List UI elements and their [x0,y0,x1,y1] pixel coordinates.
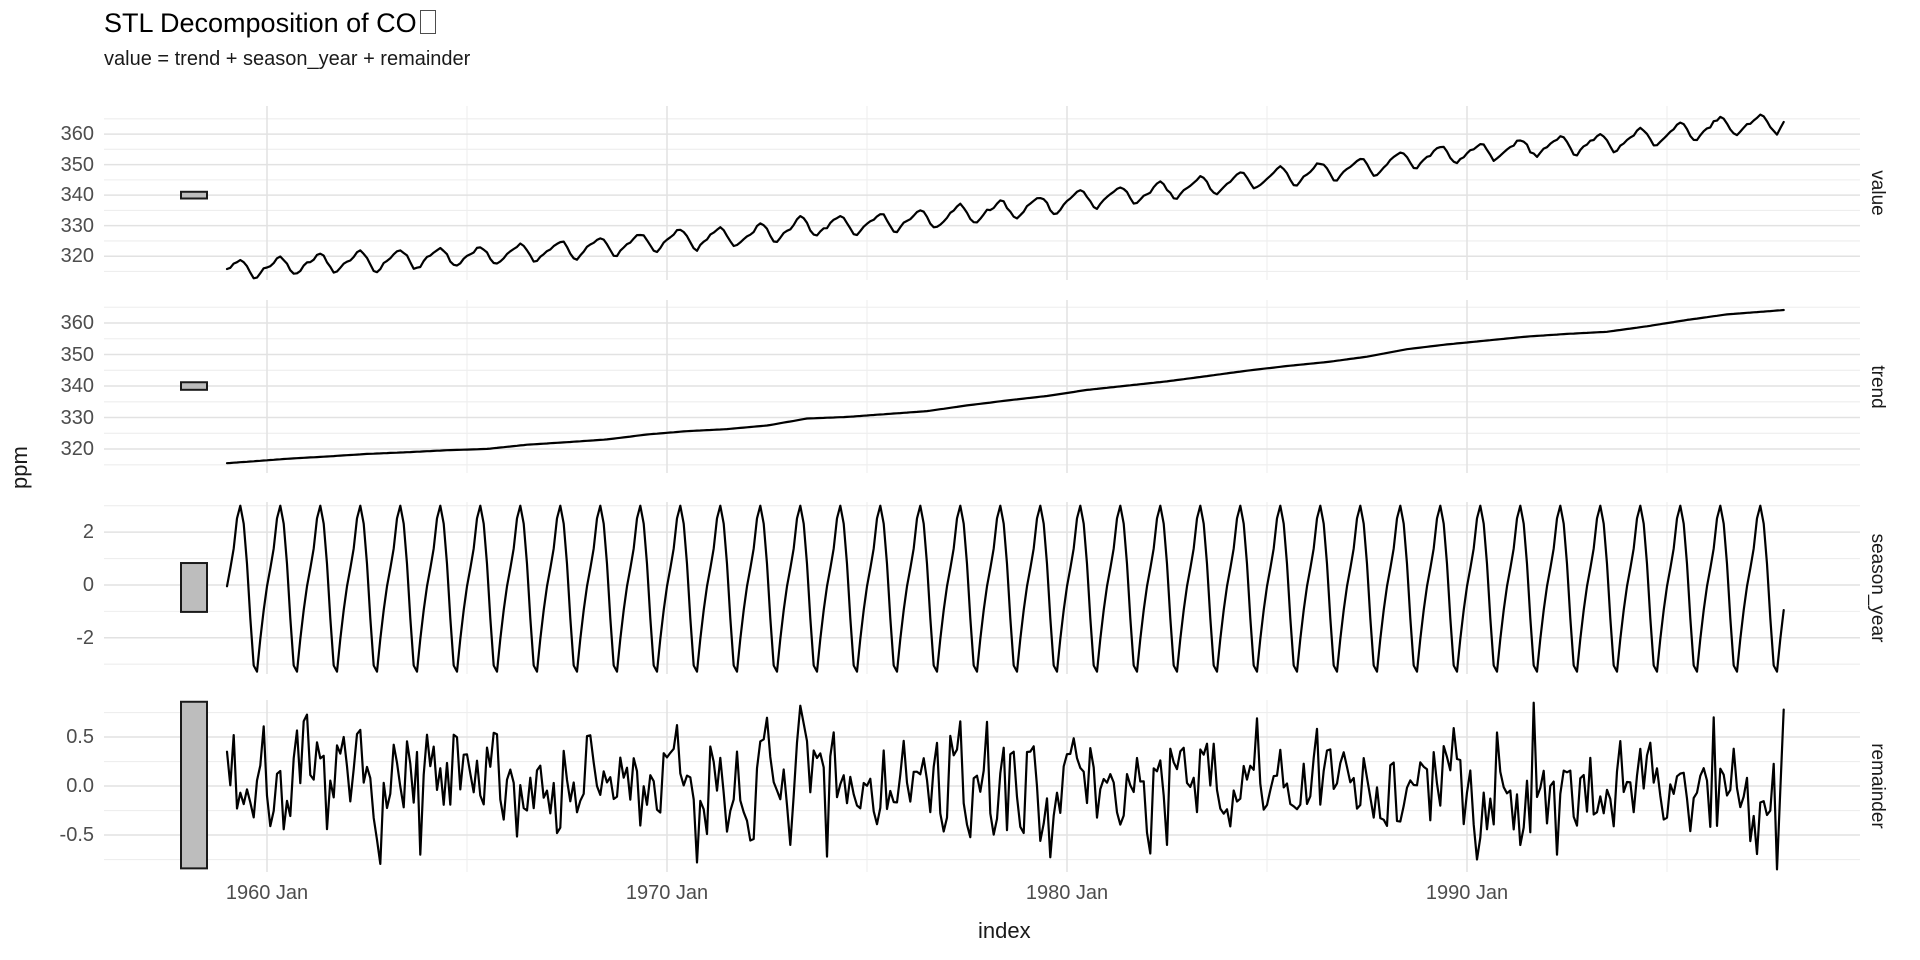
y-tick-label-value: 350 [60,153,94,176]
chart-title: STL Decomposition of CO□ [104,8,436,39]
y-tick-label-season_year: 0 [82,573,94,596]
x-tick-label: 1970 Jan [625,882,709,904]
strip-label-season_year: season_year [1867,533,1888,643]
y-tick-label-trend: 330 [60,406,94,429]
chart-subtitle: value = trend + season_year + remainder [104,48,471,70]
strip-label-trend: trend [1867,364,1888,409]
panel-value [104,106,1860,280]
panel-remainder [104,700,1860,872]
scale-bar-value [180,190,208,200]
y-tick-label-value: 320 [60,245,94,268]
chart-title-text: STL Decomposition of CO [104,8,417,38]
y-tick-label-value: 340 [60,184,94,207]
y-tick-label-remainder: 0.5 [66,726,94,749]
gridlines-major [104,106,1860,280]
y-tick-label-trend: 340 [60,375,94,398]
x-tick-label: 1960 Jan [225,882,309,904]
y-tick-label-season_year: 2 [82,521,94,544]
y-tick-label-remainder: -0.5 [59,824,94,847]
gridlines-major [104,700,1860,872]
y-tick-label-trend: 350 [60,343,94,366]
panel-trend [104,300,1860,473]
gridlines-major [104,300,1860,473]
gridlines-minor [104,300,1860,473]
gridlines-minor [104,106,1860,280]
series-line-value [225,113,1785,280]
scale-bar-remainder [180,700,208,870]
y-tick-label-value: 360 [60,123,94,146]
x-tick-label: 1980 Jan [1025,882,1109,904]
y-tick-label-remainder: 0.0 [66,775,94,798]
series-line-remainder [225,701,1785,871]
y-tick-label-season_year: -2 [76,626,94,649]
panel-season_year [104,502,1860,674]
scale-bar-trend [180,381,208,391]
series-line-season_year [225,504,1785,673]
strip-label-value: value [1867,170,1888,216]
x-tick-label: 1990 Jan [1425,882,1509,904]
missing-glyph-box: □ [419,10,436,34]
y-tick-label-trend: 360 [60,312,94,334]
series-line-trend [225,308,1785,465]
y-tick-label-value: 330 [60,214,94,237]
scale-bar-season_year [180,562,208,613]
y-tick-label-trend: 320 [60,438,94,461]
strip-label-remainder: remainder [1867,743,1888,829]
